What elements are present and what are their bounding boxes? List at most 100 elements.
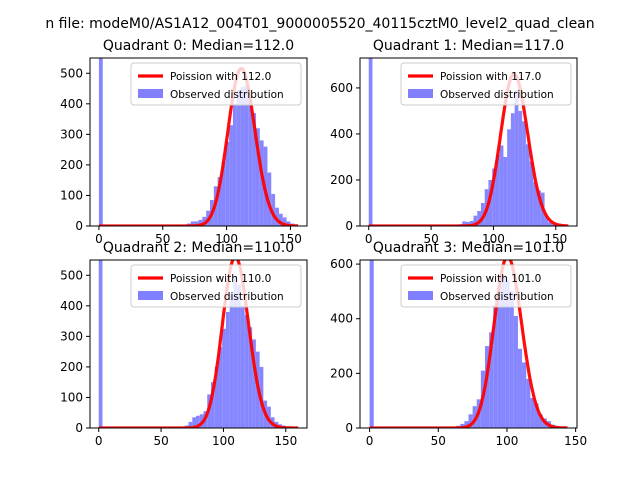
histogram-bar xyxy=(278,213,283,226)
y-tick-label: 400 xyxy=(60,97,83,111)
y-tick-label: 300 xyxy=(60,127,83,141)
legend-box xyxy=(400,264,572,308)
x-tick-label: 50 xyxy=(155,232,170,246)
histogram-bar xyxy=(190,221,195,226)
histogram-bar xyxy=(282,217,287,226)
histogram-bar xyxy=(488,179,493,226)
y-tick-label: 400 xyxy=(60,299,83,313)
histogram-bar xyxy=(194,221,199,226)
histogram-bar xyxy=(252,339,256,428)
histogram-bar xyxy=(499,145,504,226)
plot-marks xyxy=(369,260,568,428)
histogram-bar xyxy=(286,221,291,226)
histogram-bar xyxy=(368,58,373,226)
histogram-bar xyxy=(217,177,222,226)
axes-frame xyxy=(359,259,578,429)
x-tick-label: 100 xyxy=(212,434,235,448)
histogram-bar xyxy=(505,280,510,428)
histogram-bar xyxy=(369,260,374,428)
histogram-bar xyxy=(522,121,526,226)
subplot-title: Quadrant 1: Median=117.0 xyxy=(373,38,564,54)
legend-patch-swatch xyxy=(408,291,433,300)
plot-marks xyxy=(98,260,299,428)
y-tick-label: 0 xyxy=(75,219,83,233)
histogram-bar xyxy=(460,423,465,428)
figure-suptitle: n file: modeM0/AS1A12_004T01_9000005520_… xyxy=(45,16,594,32)
histogram-bar xyxy=(530,397,535,428)
legend-patch-swatch xyxy=(138,89,163,98)
histogram-bar xyxy=(192,417,197,428)
histogram-bar xyxy=(214,366,219,428)
x-tick-label: 150 xyxy=(274,434,297,448)
y-tick-label: 500 xyxy=(60,268,83,282)
histogram-bar xyxy=(229,293,234,428)
legend-label: Poission with 112.0 xyxy=(170,71,271,83)
histogram-bar xyxy=(198,219,203,226)
y-tick-label: 600 xyxy=(330,257,353,271)
legend-label: Observed distribution xyxy=(440,291,554,303)
x-tick-label: 0 xyxy=(95,232,103,246)
x-tick-label: 50 xyxy=(423,232,438,246)
axes-frame xyxy=(89,57,308,227)
axes-frame xyxy=(359,57,578,227)
histogram-bar xyxy=(255,128,260,226)
poisson-curve xyxy=(98,260,299,428)
histogram-bar xyxy=(232,103,237,226)
legend-label: Poission with 110.0 xyxy=(170,273,271,285)
histogram-bar xyxy=(529,161,534,226)
y-tick-label: 200 xyxy=(60,360,83,374)
y-tick-label: 0 xyxy=(345,219,353,233)
histogram-bar xyxy=(210,382,215,428)
histogram-bar xyxy=(473,215,478,226)
histogram-bar xyxy=(513,316,518,428)
y-tick-label: 400 xyxy=(330,312,353,326)
histogram-bar xyxy=(548,221,553,226)
poisson-curve xyxy=(369,260,568,428)
histogram-bar xyxy=(510,113,515,226)
histogram-bar xyxy=(240,87,245,226)
histogram-bar xyxy=(472,406,477,428)
histogram-bar xyxy=(525,144,530,226)
histogram-bar xyxy=(221,161,226,226)
histogram-bar xyxy=(544,215,549,226)
x-tick-label: 100 xyxy=(496,434,519,448)
x-tick-label: 50 xyxy=(153,434,168,448)
poisson-curve xyxy=(98,67,299,226)
y-tick-label: 0 xyxy=(75,421,83,435)
histogram-bar xyxy=(537,190,541,226)
subplot-0: 0 50 100 150 0 100 200 300 400 500 Quadrant 0: Med… xyxy=(60,38,308,246)
histogram-bar xyxy=(244,314,249,428)
histogram-bar xyxy=(534,403,539,428)
histogram-bar xyxy=(218,347,223,428)
histogram-bar xyxy=(503,156,508,226)
histogram-bar xyxy=(492,168,496,226)
y-tick-label: 200 xyxy=(330,173,353,187)
legend-label: Observed distribution xyxy=(440,89,554,101)
legend-box xyxy=(130,264,302,308)
histogram-bar xyxy=(464,421,469,428)
legend-label: Poission with 101.0 xyxy=(440,273,541,285)
histogram-bar xyxy=(509,291,514,428)
subplot-title: Quadrant 2: Median=110.0 xyxy=(103,240,294,256)
y-tick-label: 300 xyxy=(60,329,83,343)
histogram-bar xyxy=(275,207,279,226)
y-tick-label: 200 xyxy=(330,366,353,380)
legend-box xyxy=(400,62,572,106)
histogram-bar xyxy=(229,125,233,226)
histogram-bar xyxy=(271,193,276,226)
histogram-bar xyxy=(248,327,253,428)
histogram-bar xyxy=(533,182,538,226)
histogram-bar xyxy=(514,90,519,226)
histogram-bar xyxy=(202,216,207,226)
histogram-bar xyxy=(477,211,481,226)
histogram-bar xyxy=(493,305,498,428)
histogram-bar xyxy=(538,414,543,428)
legend-patch-swatch xyxy=(408,89,433,98)
histogram-bar xyxy=(244,85,249,226)
subplot-1: 0 50 100 150 0 200 400 600 Quadrant 1: Median=11… xyxy=(330,38,578,246)
x-tick-label: 0 xyxy=(365,232,373,246)
subplot-3: 0 50 100 150 0 200 400 600 Quadrant 3: Median=10… xyxy=(330,240,587,448)
histogram-bar xyxy=(469,220,474,226)
histogram-bar xyxy=(522,362,527,428)
